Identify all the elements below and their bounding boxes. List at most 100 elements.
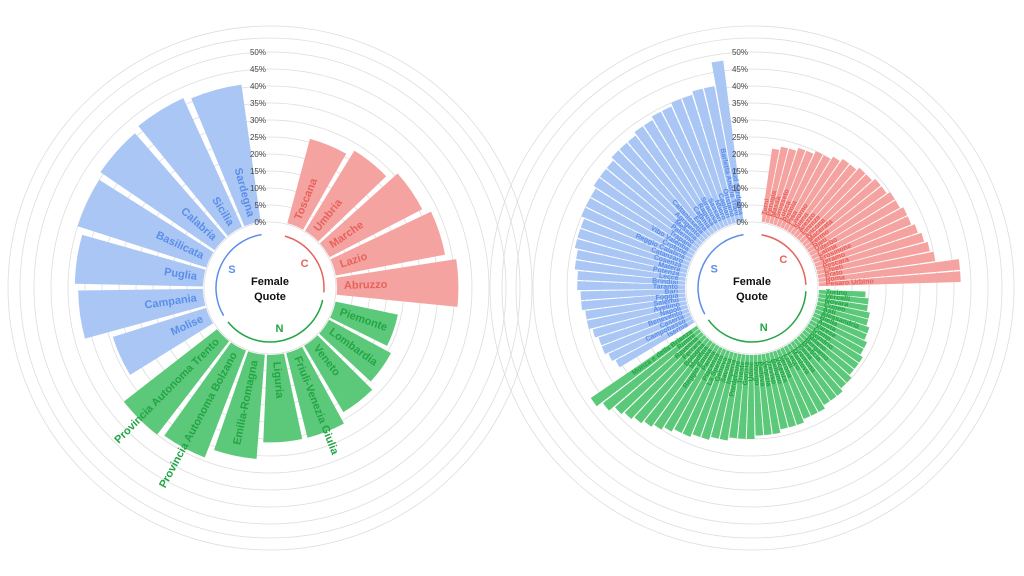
bar-label: Abruzzo (344, 279, 388, 292)
bar (701, 351, 734, 440)
bar-label: Potenza (652, 266, 680, 278)
group-S: MoliseCampaniaPugliaBasilicataCalabriaSi… (74, 84, 262, 375)
grid-circle (532, 68, 972, 508)
bar (809, 320, 864, 355)
bar (802, 329, 854, 375)
bar (615, 319, 695, 368)
bar (799, 332, 852, 383)
bar-label: Prato (824, 269, 843, 279)
region-arc (761, 234, 807, 285)
region-letter: N (760, 322, 768, 334)
bar (304, 335, 373, 413)
bar (704, 86, 740, 223)
bar (634, 126, 715, 235)
tick-label: 50% (732, 48, 748, 57)
bar (790, 158, 850, 236)
bar (710, 352, 738, 439)
tick-label: 35% (250, 99, 266, 108)
bar (780, 347, 818, 416)
grid-circle (549, 85, 955, 491)
bar-label: Trieste (737, 361, 747, 384)
grid-circle (203, 221, 337, 355)
bar-label: Torino (826, 289, 848, 297)
bar (787, 343, 830, 406)
bar (651, 111, 722, 231)
bar (654, 342, 716, 430)
bar (773, 147, 806, 226)
region-letter: S (228, 264, 235, 276)
region-arc (227, 299, 324, 343)
bar (790, 340, 837, 401)
bar (761, 148, 780, 223)
center-title-line: Quote (736, 291, 768, 303)
bar (807, 192, 895, 253)
bar (608, 315, 693, 362)
bar-label: Novara (824, 298, 849, 309)
bar (817, 297, 868, 312)
bar-label: Roma (825, 274, 845, 283)
bar (592, 304, 689, 338)
bar-label: Taranto (653, 284, 678, 291)
tick-label: 25% (250, 133, 266, 142)
bar (753, 354, 764, 436)
bar (692, 350, 731, 438)
bar (123, 329, 230, 435)
bar (682, 95, 733, 226)
circular-chart-1: ToscanaUmbriaMarcheLazioAbruzzoCPiemonte… (7, 25, 533, 551)
grid-circle (67, 85, 473, 491)
tick-label: 20% (250, 150, 266, 159)
bar (577, 228, 689, 270)
bar (765, 352, 788, 430)
grid-circle (515, 51, 989, 525)
tick-label: 45% (250, 65, 266, 74)
bar (818, 293, 869, 305)
bar (77, 179, 214, 268)
region-letter: C (301, 258, 309, 270)
bar (783, 345, 825, 413)
bar-label: Vercelli (825, 293, 850, 303)
bar (590, 188, 696, 256)
tick-label: 45% (732, 65, 748, 74)
bar-label: Asti (822, 306, 837, 317)
bar (263, 353, 303, 443)
bar (330, 211, 446, 276)
tick-label: 40% (250, 82, 266, 91)
tick-label: 30% (250, 116, 266, 125)
bar (793, 338, 843, 396)
bar (812, 312, 867, 341)
bar (330, 301, 398, 346)
bar (802, 178, 881, 247)
bar (112, 307, 214, 375)
bar-label: Padova (756, 361, 766, 387)
bar (662, 106, 725, 229)
bar (761, 353, 781, 435)
bar (804, 186, 887, 250)
bar (737, 354, 750, 439)
bar (576, 249, 687, 278)
tick-label: 0% (736, 218, 748, 227)
bar (611, 150, 706, 243)
bar (814, 224, 918, 267)
bar (644, 340, 713, 427)
tick-label: 10% (250, 184, 266, 193)
bar (598, 308, 690, 346)
bar (796, 335, 847, 389)
bar (793, 164, 857, 238)
tick-label: 0% (254, 218, 266, 227)
bar (682, 348, 727, 437)
tick-label: 30% (732, 116, 748, 125)
bar (590, 325, 699, 407)
bar (816, 242, 930, 275)
bar (809, 200, 900, 257)
bar (78, 288, 206, 339)
bar (674, 346, 723, 434)
bar (585, 297, 687, 320)
bar (138, 98, 243, 237)
group-C: ToscanaUmbriaMarcheLazioAbruzzoC (284, 138, 459, 307)
bar-label: Bari (664, 288, 678, 296)
bar (811, 316, 868, 349)
circular-chart-2: TerniPerugiaMassaGrossetoLuccaPistoiaPis… (489, 25, 1015, 551)
bar (601, 312, 691, 355)
